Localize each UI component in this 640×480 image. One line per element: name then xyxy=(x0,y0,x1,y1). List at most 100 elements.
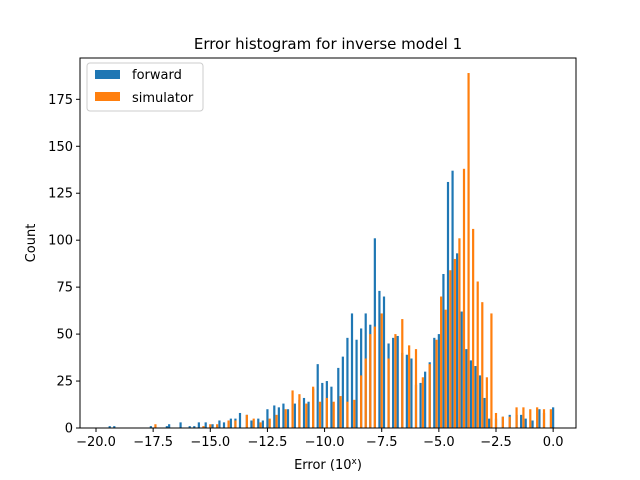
bar-simulator xyxy=(332,401,335,428)
bar-simulator xyxy=(284,409,287,428)
bar-simulator xyxy=(298,394,301,428)
bar-simulator xyxy=(421,377,424,428)
bar-simulator xyxy=(481,302,484,428)
x-tick-label: −12.5 xyxy=(248,435,288,450)
bar-simulator xyxy=(458,238,461,428)
bar-simulator xyxy=(435,339,438,428)
y-axis-ticks: 0 25 50 75 100 125 150 175 xyxy=(48,93,80,437)
x-tick-label: −20.0 xyxy=(76,435,116,450)
bar-simulator xyxy=(462,168,466,428)
bar-simulator xyxy=(515,407,518,428)
bar-simulator xyxy=(542,409,546,428)
y-tick-label: 0 xyxy=(65,422,73,437)
bar-forward xyxy=(469,360,472,428)
bar-simulator xyxy=(216,424,219,428)
bar-forward xyxy=(330,386,333,428)
x-tick-label: 0.0 xyxy=(543,435,564,450)
bar-forward xyxy=(424,371,427,428)
bar-forward xyxy=(355,339,358,428)
bar-forward xyxy=(341,356,344,428)
bar-forward xyxy=(273,405,276,428)
legend: forward simulator xyxy=(86,62,204,112)
bar-forward xyxy=(211,424,214,428)
x-tick-label: −5.0 xyxy=(423,435,455,450)
bar-simulator xyxy=(394,334,397,428)
bar-forward xyxy=(165,426,168,428)
bar-simulator xyxy=(408,345,411,428)
bar-simulator xyxy=(252,418,255,428)
bar-simulator xyxy=(522,407,525,428)
bar-forward xyxy=(433,337,436,428)
bar-forward xyxy=(108,426,111,428)
bar-simulator xyxy=(549,409,552,428)
bar-forward xyxy=(149,426,152,428)
bar-forward xyxy=(113,426,116,428)
bar-forward xyxy=(266,409,269,428)
bar-forward xyxy=(382,296,386,428)
bar-forward xyxy=(197,422,200,428)
bar-simulator xyxy=(209,424,212,428)
bar-forward xyxy=(307,401,310,428)
bar-simulator xyxy=(318,401,322,428)
bar-simulator xyxy=(268,418,271,428)
x-tick-label: −10.0 xyxy=(305,435,345,450)
y-tick-label: 75 xyxy=(56,281,73,296)
y-tick-label: 125 xyxy=(48,187,73,202)
bar-simulator xyxy=(364,358,367,428)
bar-simulator xyxy=(373,326,376,428)
bar-forward xyxy=(552,407,555,428)
y-tick-label: 175 xyxy=(48,93,73,108)
bar-forward xyxy=(229,418,232,428)
bar-simulator xyxy=(529,409,532,428)
x-tick-label: −2.5 xyxy=(480,435,512,450)
bar-forward xyxy=(286,409,290,428)
x-tick-label: −15.0 xyxy=(190,435,230,450)
bar-forward xyxy=(188,426,191,428)
bar-forward xyxy=(460,311,463,428)
bar-simulator xyxy=(353,399,356,428)
bar-simulator xyxy=(476,281,479,428)
bar-forward xyxy=(321,382,324,428)
bar-simulator xyxy=(467,73,470,428)
bar-forward xyxy=(538,409,541,428)
legend-label-simulator: simulator xyxy=(132,91,194,106)
bar-forward xyxy=(474,366,477,428)
bar-forward xyxy=(282,403,285,428)
bar-simulator xyxy=(508,416,511,428)
bar-simulator xyxy=(305,403,308,428)
bar-forward xyxy=(419,382,422,428)
bar-forward xyxy=(346,337,349,428)
bar-forward xyxy=(204,422,207,428)
bar-simulator xyxy=(414,349,418,428)
bar-forward xyxy=(218,420,221,428)
x-tick-label: −17.5 xyxy=(133,435,173,450)
bar-simulator xyxy=(202,426,205,428)
bar-forward xyxy=(405,354,408,428)
bar-forward xyxy=(437,334,440,428)
bar-simulator xyxy=(234,420,237,428)
bar-forward xyxy=(531,420,534,428)
bar-forward xyxy=(302,397,306,428)
legend-swatch-simulator xyxy=(95,92,120,101)
bar-forward xyxy=(179,422,182,428)
bar-forward xyxy=(392,337,395,428)
bar-simulator xyxy=(259,422,262,428)
y-tick-label: 50 xyxy=(56,328,73,343)
x-axis-label: Error (10x) xyxy=(294,457,362,473)
bar-forward xyxy=(456,253,459,428)
bar-simulator xyxy=(275,414,278,428)
bar-forward xyxy=(451,170,454,428)
bar-simulator xyxy=(312,386,315,428)
chart-title: Error histogram for inverse model 1 xyxy=(194,35,462,53)
legend-swatch-forward xyxy=(95,70,120,79)
bar-forward xyxy=(277,407,280,428)
bar-simulator xyxy=(453,258,456,428)
bar-forward xyxy=(446,181,450,428)
bar-simulator xyxy=(380,313,383,428)
bar-forward xyxy=(293,403,296,428)
bar-simulator xyxy=(245,414,248,428)
y-tick-label: 100 xyxy=(48,234,73,249)
y-tick-label: 150 xyxy=(48,140,73,155)
bar-simulator xyxy=(428,364,431,428)
